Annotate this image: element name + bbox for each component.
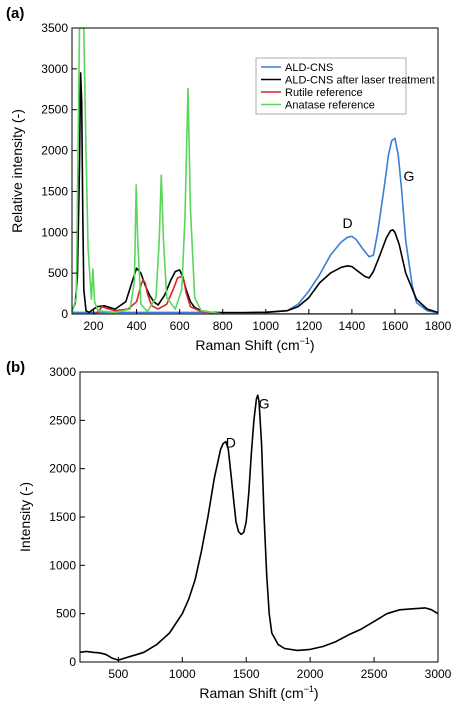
x-tick-label: 1600 xyxy=(382,319,409,333)
y-tick-label: 3000 xyxy=(49,365,76,379)
legend-entry: ALD-CNS after laser treatment xyxy=(285,75,435,87)
x-tick-label: 1400 xyxy=(339,319,366,333)
y-tick-label: 0 xyxy=(61,307,68,321)
x-axis-title: Raman Shift (cm−1) xyxy=(199,684,318,701)
panel-label: (b) xyxy=(6,359,25,376)
y-axis-title: Relative intensity (-) xyxy=(9,109,25,233)
x-tick-label: 1000 xyxy=(169,667,196,681)
x-tick-label: 1800 xyxy=(425,319,452,333)
y-tick-label: 2000 xyxy=(41,144,68,158)
panel-b: 500 1000 1500 2000 2500 3000 0 500 1000 1500 2000 2… xyxy=(6,359,452,701)
x-tick-label: 3000 xyxy=(425,667,452,681)
legend-entry: Rutile reference xyxy=(285,87,363,99)
y-tick-label: 1000 xyxy=(49,558,76,572)
x-tick-label: 800 xyxy=(213,319,233,333)
x-tick-label: 1500 xyxy=(233,667,260,681)
x-tick-label: 1200 xyxy=(295,319,322,333)
y-tick-label: 0 xyxy=(69,655,76,669)
x-tick-label: 1000 xyxy=(252,319,279,333)
peak-annotation-g: G xyxy=(259,396,270,412)
x-tick-label: 500 xyxy=(108,667,128,681)
panel-label: (a) xyxy=(6,5,24,22)
x-tick-label: 2000 xyxy=(297,667,324,681)
y-tick-label: 500 xyxy=(56,607,76,621)
series-line-2 xyxy=(72,72,438,314)
y-tick-label: 1500 xyxy=(41,184,68,198)
plot-frame xyxy=(79,371,439,663)
legend-entry: ALD-CNS xyxy=(285,62,333,74)
x-axis-title: Raman Shift (cm−1) xyxy=(195,336,314,353)
y-tick-label: 1000 xyxy=(41,225,68,239)
plot-frame xyxy=(71,27,439,315)
y-tick-label: 2500 xyxy=(49,413,76,427)
y-tick-label: 2000 xyxy=(49,462,76,476)
peak-annotation-d: D xyxy=(343,215,353,231)
legend-entry: Anatase reference xyxy=(285,100,375,112)
panel-a: 200 400 600 800 1000 1200 1400 1600 1800 0 500 1000… xyxy=(6,5,452,353)
peak-annotation-d: D xyxy=(226,434,236,450)
y-tick-label: 2500 xyxy=(41,103,68,117)
peak-annotation-g: G xyxy=(403,168,414,184)
series-line-3 xyxy=(72,275,438,314)
y-tick-label: 500 xyxy=(48,266,68,280)
y-tick-label: 1500 xyxy=(49,510,76,524)
x-tick-label: 400 xyxy=(127,319,147,333)
y-tick-label: 3500 xyxy=(41,21,68,35)
x-tick-label: 2500 xyxy=(361,667,388,681)
series-line-1 xyxy=(80,394,438,661)
y-axis-title: Intensity (-) xyxy=(17,482,33,552)
x-tick-label: 600 xyxy=(170,319,190,333)
series-line-1 xyxy=(72,137,438,314)
y-tick-label: 3000 xyxy=(41,62,68,76)
x-tick-label: 200 xyxy=(84,319,104,333)
series-line-4 xyxy=(72,28,438,314)
